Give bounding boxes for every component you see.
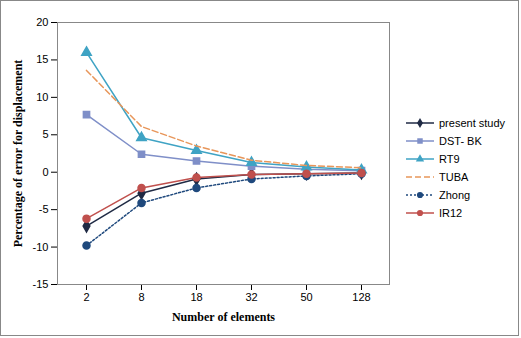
svg-text:5: 5 (42, 128, 48, 140)
svg-text:10: 10 (36, 91, 48, 103)
svg-text:-15: -15 (33, 278, 49, 290)
html-text:DST- BK: DST- BK (439, 135, 482, 147)
svg-text:15: 15 (36, 53, 48, 65)
svg-text:-10: -10 (33, 241, 49, 253)
svg-text:-5: -5 (39, 203, 49, 215)
html-text:present study: present study (439, 117, 505, 129)
svg-text:Percentage of error for displa: Percentage of error for displacement (11, 60, 25, 248)
svg-text:32: 32 (245, 291, 257, 303)
html-text:IR12: IR12 (439, 207, 463, 219)
html-text:RT9: RT9 (439, 153, 460, 165)
html-text:TUBA: TUBA (439, 171, 469, 183)
svg-text:2: 2 (83, 291, 89, 303)
svg-text:8: 8 (138, 291, 144, 303)
svg-text:Number of elements: Number of elements (172, 310, 275, 324)
svg-text:128: 128 (352, 291, 370, 303)
html-text:Zhong: Zhong (439, 189, 471, 201)
svg-text:18: 18 (190, 291, 202, 303)
svg-text:20: 20 (36, 16, 48, 28)
svg-text:50: 50 (300, 291, 312, 303)
svg-text:0: 0 (42, 166, 48, 178)
